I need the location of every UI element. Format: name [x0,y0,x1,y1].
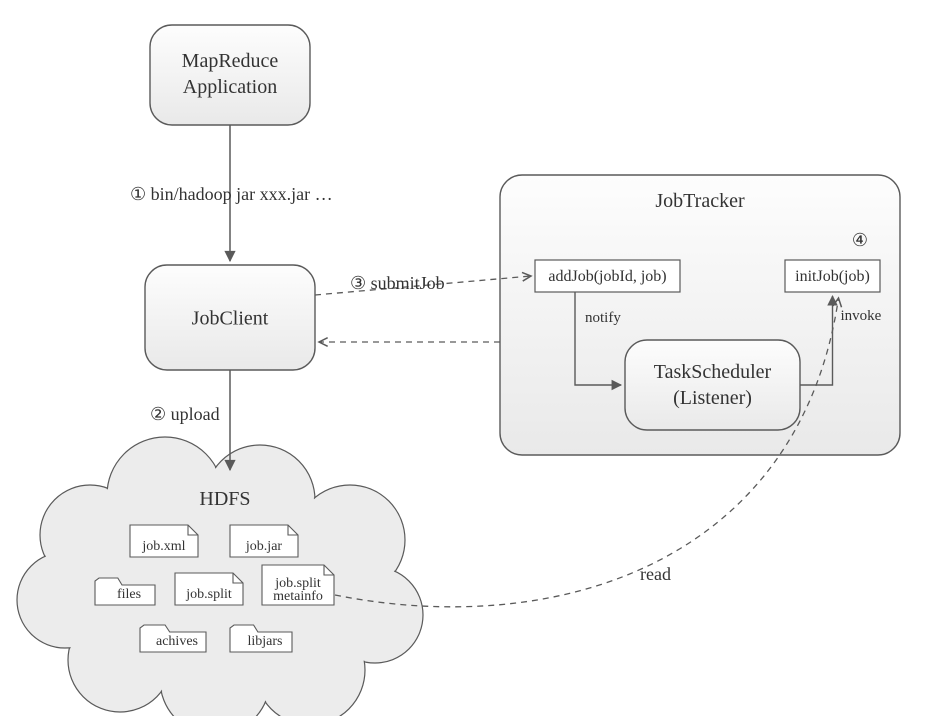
node-mapreduce-app: MapReduce Application [150,25,310,125]
svg-text:files: files [117,587,141,602]
svg-text:JobTracker: JobTracker [655,190,745,212]
svg-text:② upload: ② upload [150,404,220,424]
svg-text:job.xml: job.xml [141,539,185,554]
svg-text:Application: Application [183,76,277,98]
svg-text:addJob(jobId, job): addJob(jobId, job) [548,268,666,285]
svg-text:notify: notify [585,310,621,326]
file-jobjar: job.jar [230,525,298,557]
svg-text:④: ④ [852,230,868,250]
file-jobxml: job.xml [130,525,198,557]
node-jobclient: JobClient [145,265,315,370]
svg-text:invoke: invoke [841,308,882,324]
svg-text:TaskScheduler: TaskScheduler [654,361,772,383]
svg-text:metainfo: metainfo [273,589,323,604]
svg-text:job.jar: job.jar [245,539,282,554]
svg-text:read: read [640,564,671,584]
node-taskscheduler: TaskScheduler (Listener) [625,340,800,430]
svg-text:③ submitJob: ③ submitJob [350,273,445,293]
svg-text:MapReduce: MapReduce [182,50,279,72]
svg-text:initJob(job): initJob(job) [795,268,870,285]
svg-text:job.split: job.split [185,587,232,602]
file-metainfo: job.splitmetainfo [262,565,334,605]
svg-text:① bin/hadoop jar xxx.jar …: ① bin/hadoop jar xxx.jar … [130,184,333,204]
svg-text:achives: achives [156,634,198,649]
file-jobsplit: job.split [175,573,243,605]
svg-text:HDFS: HDFS [199,488,250,510]
svg-text:libjars: libjars [248,634,283,649]
svg-text:JobClient: JobClient [192,308,269,330]
svg-text:(Listener): (Listener) [673,387,752,409]
node-hdfs-cloud: HDFS job.xml job.jar files job.split job.spli… [17,437,423,716]
